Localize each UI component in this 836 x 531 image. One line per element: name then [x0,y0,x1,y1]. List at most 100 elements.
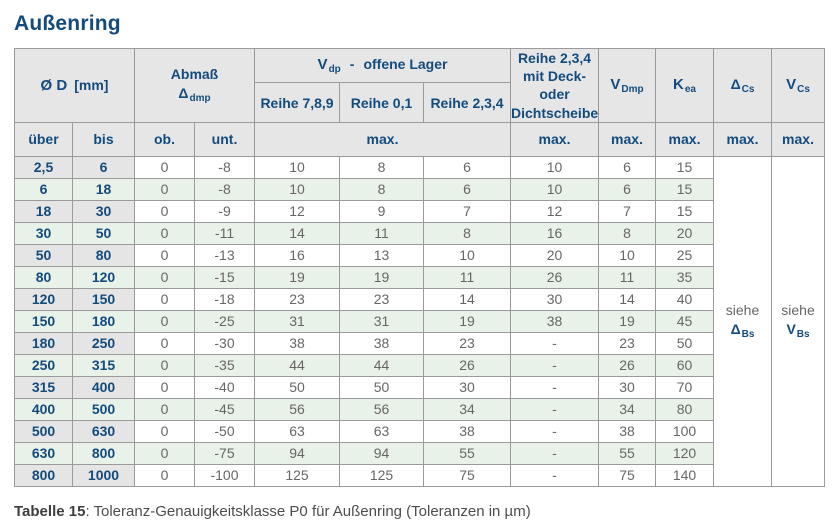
cell-r789: 14 [254,221,341,245]
col-header-uber: über [14,121,73,157]
cell-deck: - [510,463,600,487]
cell-r01: 19 [339,265,425,289]
cell-unt: -18 [193,287,256,311]
cell-r234: 11 [423,265,512,289]
caption-text: : Toleranz-Genauigkeitsklasse P0 für Auß… [85,503,531,520]
cell-r01: 13 [339,243,425,267]
table-body: 2,5 6 0 -8 10 8 6 10 6 15 siehe ΔBs siehe VBs 6 18 0 -8 10… [14,155,826,487]
cell-ob: 0 [134,353,195,377]
col-header-vdmp: VDmp [598,48,657,123]
see-delta-bs-cell: siehe ΔBs [713,155,773,487]
cell-kea: 50 [655,331,715,355]
cell-deck: 38 [510,309,600,333]
cell-ob: 0 [134,375,195,399]
cell-ob: 0 [134,199,195,223]
cell-vdmp: 55 [598,441,657,465]
cell-uber: 400 [14,397,73,421]
cell-unt: -13 [193,243,256,267]
cell-r234: 38 [423,419,512,443]
cell-unt: -75 [193,441,256,465]
abmass-label: Abmaß [170,66,219,83]
col-header-reihe-234: Reihe 2,3,4 [423,82,512,123]
table-row: 500 630 0 -50 63 63 38-38 100 [14,419,825,443]
caption-label: Tabelle 15 [14,503,86,520]
cell-unt: -50 [193,419,256,443]
cell-deck: - [510,397,600,421]
cell-uber: 630 [14,441,73,465]
cell-deck: - [510,353,600,377]
cell-uber: 150 [14,309,73,333]
col-header-bis: bis [72,121,135,157]
cell-deck: - [510,331,600,355]
cell-bis: 50 [72,221,135,245]
cell-ob: 0 [134,177,195,201]
col-header-vcs: VCs [771,48,826,123]
table-row: 250 315 0 -35 44 44 26-26 60 [14,353,825,377]
cell-r234: 23 [423,331,512,355]
cell-ob: 0 [134,441,195,465]
cell-uber: 800 [14,463,73,487]
table-row: 18 30 0 -9 12 9 7 12 7 15 [14,199,825,223]
cell-uber: 30 [14,221,73,245]
cell-ob: 0 [134,287,195,311]
cell-deck: 30 [510,287,600,311]
cell-unt: -15 [193,265,256,289]
cell-ob: 0 [134,463,195,487]
cell-uber: 250 [14,353,73,377]
cell-kea: 45 [655,309,715,333]
cell-kea: 100 [655,419,715,443]
cell-unt: -30 [193,331,256,355]
table-row: 800 1000 0 -100 125 125 75-75 140 [14,463,825,487]
cell-vdmp: 19 [598,309,657,333]
cell-r789: 19 [254,265,341,289]
col-header-diameter: Ø D [mm] [14,48,135,123]
cell-kea: 35 [655,265,715,289]
cell-deck: 10 [510,155,600,179]
cell-r789: 50 [254,375,341,399]
cell-r789: 56 [254,397,341,421]
cell-r234: 7 [423,199,512,223]
cell-bis: 18 [72,177,135,201]
cell-r01: 56 [339,397,425,421]
cell-r01: 8 [339,177,425,201]
cell-r01: 11 [339,221,425,245]
cell-uber: 500 [14,419,73,443]
cell-bis: 1000 [72,463,135,487]
cell-vdmp: 10 [598,243,657,267]
table-row: 120 150 0 -18 23 23 14 30 14 40 [14,287,825,311]
cell-vdmp: 23 [598,331,657,355]
cell-deck: 10 [510,177,600,201]
cell-r789: 94 [254,441,341,465]
cell-r234: 34 [423,397,512,421]
cell-uber: 6 [14,177,73,201]
cell-r01: 31 [339,309,425,333]
cell-uber: 50 [14,243,73,267]
cell-r234: 10 [423,243,512,267]
cell-vdmp: 7 [598,199,657,223]
cell-uber: 315 [14,375,73,399]
cell-unt: -35 [193,353,256,377]
cell-vdmp: 38 [598,419,657,443]
table-row: 2,5 6 0 -8 10 8 6 10 6 15 siehe ΔBs siehe VBs [14,155,826,487]
cell-r01: 38 [339,331,425,355]
cell-bis: 80 [72,243,135,267]
cell-r01: 94 [339,441,425,465]
cell-kea: 15 [655,199,715,223]
cell-uber: 120 [14,287,73,311]
col-header-delta-cs: ΔCs [713,48,773,123]
cell-r234: 55 [423,441,512,465]
cell-r234: 30 [423,375,512,399]
table-row: 315 400 0 -40 50 50 30-30 70 [14,375,825,399]
cell-vdmp: 8 [598,221,657,245]
cell-r234: 14 [423,287,512,311]
cell-deck: - [510,441,600,465]
cell-r234: 8 [423,221,512,245]
cell-kea: 60 [655,353,715,377]
cell-vdmp: 6 [598,177,657,201]
cell-vdmp: 14 [598,287,657,311]
col-header-deckscheiben: Reihe 2,3,4 mit Deck- oder Dichtscheiben [510,48,600,123]
cell-r01: 9 [339,199,425,223]
cell-deck: 26 [510,265,600,289]
col-header-abmass: Abmaß Δdmp [133,48,256,123]
